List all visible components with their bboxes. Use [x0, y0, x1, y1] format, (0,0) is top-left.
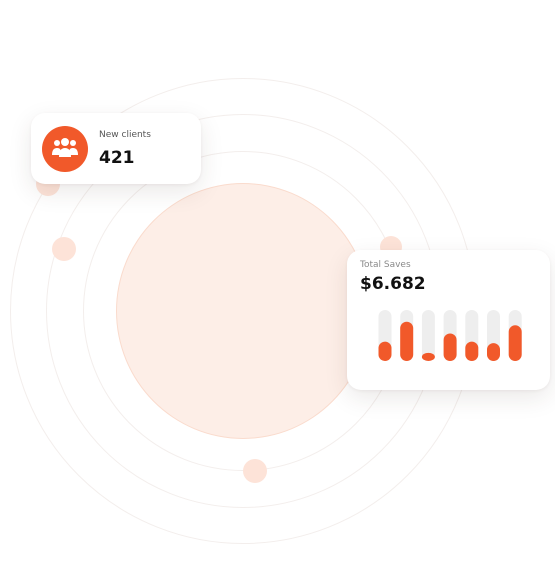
- orbit-dot: [52, 237, 76, 261]
- bar: [465, 341, 479, 361]
- bar-track: [421, 310, 435, 361]
- total-saves-label: Total Saves: [360, 260, 411, 270]
- total-saves-bar-chart: [378, 310, 522, 361]
- bar: [378, 341, 392, 361]
- bar: [487, 343, 500, 361]
- bar: [400, 321, 414, 361]
- new-clients-label: New clients: [99, 130, 151, 140]
- bar: [508, 325, 522, 361]
- bar: [443, 333, 457, 361]
- new-clients-card: New clients 421: [31, 113, 201, 184]
- bar: [421, 352, 435, 361]
- orbit-dot: [243, 459, 267, 483]
- center-circle: [116, 183, 370, 439]
- total-saves-card: Total Saves $6.682: [347, 250, 550, 390]
- total-saves-value: $6.682: [360, 274, 426, 294]
- new-clients-value: 421: [99, 148, 135, 168]
- users-group-icon: [42, 126, 88, 172]
